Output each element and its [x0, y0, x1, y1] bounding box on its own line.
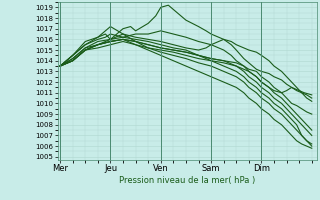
X-axis label: Pression niveau de la mer( hPa ): Pression niveau de la mer( hPa ) — [119, 176, 255, 185]
